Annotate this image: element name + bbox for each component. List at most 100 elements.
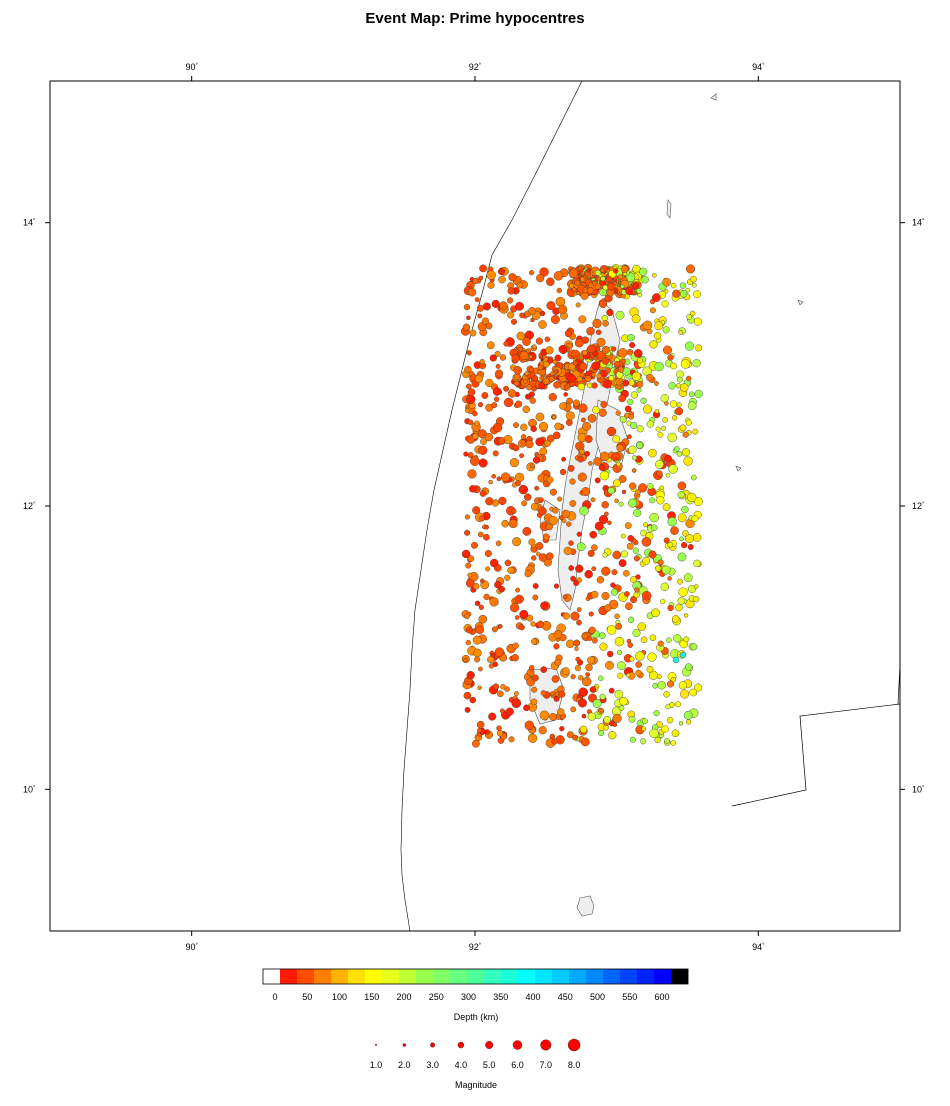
lat-tick-label: 12° — [912, 501, 925, 511]
event-marker — [511, 354, 520, 363]
event-marker — [641, 537, 652, 547]
event-marker — [581, 713, 587, 719]
event-marker — [693, 584, 699, 589]
colorbar-segment — [399, 969, 417, 984]
event-marker — [553, 696, 560, 702]
event-marker — [464, 707, 471, 713]
event-marker — [585, 672, 590, 677]
event-marker — [589, 530, 598, 539]
event-marker — [546, 301, 556, 311]
event-marker — [497, 690, 504, 698]
event-marker — [518, 346, 524, 352]
event-marker — [472, 410, 478, 417]
event-marker — [694, 389, 703, 399]
event-marker — [516, 282, 523, 289]
event-marker — [529, 397, 536, 404]
event-marker — [633, 508, 642, 517]
event-marker — [575, 656, 581, 662]
event-marker — [592, 318, 602, 329]
event-marker — [686, 264, 696, 274]
event-marker — [584, 450, 590, 457]
event-marker — [670, 740, 676, 746]
boundary-line-east — [731, 703, 900, 807]
event-marker — [524, 493, 532, 501]
event-marker — [581, 417, 586, 423]
event-marker — [558, 344, 568, 354]
event-marker — [654, 362, 664, 372]
event-marker — [648, 550, 657, 559]
event-marker — [683, 456, 693, 466]
colorbar-segment — [671, 969, 689, 984]
event-marker — [486, 270, 496, 280]
event-marker — [478, 614, 488, 624]
event-marker — [553, 271, 564, 281]
event-marker — [660, 582, 669, 591]
event-marker — [656, 470, 663, 477]
event-marker — [604, 367, 611, 374]
event-marker — [618, 705, 625, 711]
event-marker — [662, 326, 670, 334]
event-marker — [618, 559, 627, 567]
event-marker — [635, 574, 641, 580]
event-marker — [654, 321, 664, 331]
event-marker — [487, 655, 495, 664]
event-marker — [587, 712, 596, 721]
event-marker — [596, 329, 602, 335]
event-marker — [568, 540, 574, 546]
event-marker — [537, 364, 544, 371]
event-marker — [604, 604, 612, 612]
event-marker — [598, 730, 605, 737]
event-marker — [512, 537, 522, 547]
event-marker — [662, 277, 672, 287]
event-marker — [479, 264, 487, 273]
event-marker — [679, 536, 684, 542]
event-marker — [673, 634, 682, 643]
event-marker — [542, 377, 550, 385]
event-marker — [507, 566, 515, 575]
event-marker — [607, 487, 615, 495]
event-marker — [694, 683, 703, 692]
event-marker — [513, 380, 520, 387]
event-marker — [602, 552, 608, 558]
event-marker — [472, 278, 479, 285]
event-marker — [527, 733, 538, 743]
event-marker — [671, 729, 680, 738]
event-marker — [607, 520, 612, 525]
event-marker — [689, 310, 696, 317]
event-marker — [612, 435, 621, 443]
event-marker — [503, 385, 509, 392]
event-marker — [539, 267, 549, 277]
event-marker — [536, 620, 545, 628]
event-marker — [531, 555, 537, 561]
event-marker — [487, 281, 495, 289]
colorbar-segment — [569, 969, 587, 984]
event-marker — [600, 267, 605, 273]
event-marker — [512, 642, 519, 649]
event-marker — [626, 673, 631, 678]
event-marker — [577, 456, 584, 463]
event-marker — [559, 515, 564, 521]
event-marker — [626, 434, 632, 440]
event-marker — [478, 515, 485, 522]
event-marker — [491, 626, 498, 633]
event-marker — [687, 401, 697, 411]
event-marker — [610, 582, 616, 588]
event-marker — [686, 314, 692, 320]
event-marker — [573, 639, 581, 647]
event-marker — [559, 468, 567, 476]
event-marker — [682, 431, 689, 438]
event-marker — [692, 359, 701, 368]
event-marker — [627, 398, 634, 405]
event-marker — [608, 731, 617, 740]
event-marker — [557, 496, 563, 502]
event-marker — [675, 701, 681, 708]
event-marker — [675, 407, 684, 416]
event-marker — [592, 699, 602, 708]
event-marker — [685, 719, 692, 725]
event-marker — [675, 383, 682, 389]
event-marker — [559, 726, 565, 732]
event-marker — [618, 394, 627, 403]
event-marker — [542, 360, 550, 368]
event-marker — [635, 651, 645, 661]
event-marker — [661, 300, 669, 308]
